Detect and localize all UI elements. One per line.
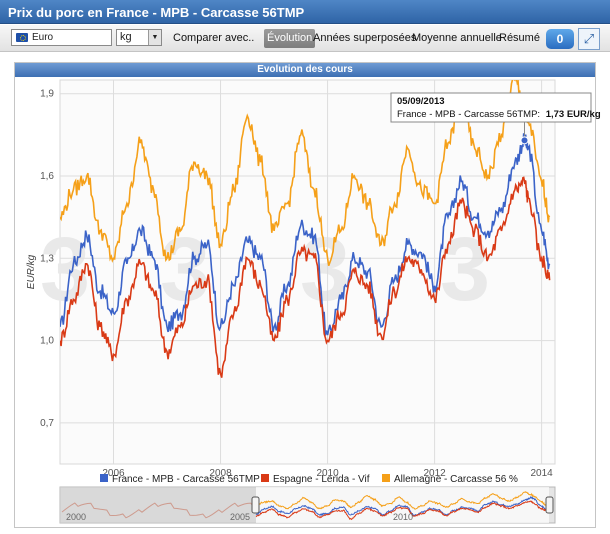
navigator-mask <box>60 487 256 523</box>
tooltip-series: France - MPB - Carcasse 56TMP: <box>397 109 540 120</box>
toolbar: Euro kg ▼ Comparer avec.. Évolution Anné… <box>0 25 610 52</box>
chevron-down-icon[interactable]: ▼ <box>148 30 161 45</box>
tooltip-box <box>390 92 592 123</box>
series-group <box>60 75 551 378</box>
legend-swatch-allemagne <box>382 474 390 482</box>
x-tick-label: 2012 <box>423 468 446 479</box>
series-line-espagne-mini <box>255 500 547 521</box>
series-line-france-mini <box>255 495 546 517</box>
y-tick-label: 1,0 <box>40 336 54 347</box>
y-axis-label: EUR/kg <box>26 254 37 289</box>
eu-flag-icon <box>16 33 28 42</box>
series-line-allemagne-mini <box>255 491 546 510</box>
navigator-handle-right[interactable] <box>545 496 554 514</box>
series-line-allemagne[interactable] <box>60 75 551 266</box>
series-line-espagne[interactable] <box>60 176 551 378</box>
navigator-history-line <box>61 502 255 519</box>
legend-item-france[interactable]: France - MPB - Carcasse 56TMP <box>112 474 260 485</box>
tab-resume[interactable]: Résumé <box>499 32 540 44</box>
navigator-label-2005: 2005 <box>230 512 250 522</box>
x-axis: 2006 2008 2010 2012 2014 <box>102 468 553 479</box>
svg-text:France - MPB - Carcasse 56TMP:: France - MPB - Carcasse 56TMP: 1,73 EUR/… <box>397 109 601 120</box>
currency-select[interactable]: Euro <box>11 29 112 46</box>
navigator-label-2000: 2000 <box>66 512 86 522</box>
svg-text:3: 3 <box>440 220 490 320</box>
fullscreen-icon[interactable]: ⤢ <box>578 28 600 50</box>
range-navigator[interactable]: 2000 2005 2010 <box>59 486 556 524</box>
tooltip-value: 1,73 EUR/kg <box>546 109 601 120</box>
y-axis: 0,7 1,0 1,3 1,6 1,9 <box>40 89 54 429</box>
series-line-france[interactable] <box>60 133 551 336</box>
navigator-label-2010: 2010 <box>393 512 413 522</box>
x-tick-label: 2010 <box>316 468 339 479</box>
compare-button[interactable]: Comparer avec.. <box>173 32 255 44</box>
chart-header: Evolution des cours <box>15 63 595 77</box>
highlight-point[interactable] <box>520 136 529 145</box>
notification-count: 0 <box>556 32 564 46</box>
unit-value: kg <box>120 31 132 43</box>
unit-select[interactable]: kg ▼ <box>116 29 162 46</box>
legend-swatch-france <box>100 474 108 482</box>
legend: France - MPB - Carcasse 56TMP Espagne - … <box>100 474 518 485</box>
x-tick-label: 2006 <box>102 468 125 479</box>
x-tick-label: 2014 <box>530 468 553 479</box>
currency-value: Euro <box>32 32 54 43</box>
svg-text:3: 3 <box>300 220 350 320</box>
x-tick-label: 2008 <box>209 468 232 479</box>
notification-badge-button[interactable]: 0 <box>546 29 574 49</box>
tab-evolution[interactable]: Évolution <box>264 29 316 48</box>
window-title: Prix du porc en France - MPB - Carcasse … <box>8 5 305 20</box>
window-titlebar: Prix du porc en France - MPB - Carcasse … <box>0 0 610 24</box>
y-tick-label: 0,7 <box>40 418 54 429</box>
legend-swatch-espagne <box>261 474 269 482</box>
navigator-handle-left[interactable] <box>251 496 260 514</box>
tab-moyenne-annuelle[interactable]: Moyenne annuelle <box>412 32 502 44</box>
legend-item-allemagne[interactable]: Allemagne - Carcasse 56 % <box>394 474 518 485</box>
navigator-series <box>61 491 547 521</box>
y-tick-label: 1,9 <box>40 89 54 100</box>
y-tick-label: 1,3 <box>40 253 54 264</box>
tooltip: 05/09/2013 France - MPB - Carcasse 56TMP… <box>390 92 601 141</box>
y-tick-label: 1,6 <box>40 171 54 182</box>
legend-item-espagne[interactable]: Espagne - Lerida - Vif <box>273 474 370 485</box>
tab-annees-superposees[interactable]: Années superposées <box>313 32 417 44</box>
tooltip-date: 05/09/2013 <box>397 96 445 107</box>
